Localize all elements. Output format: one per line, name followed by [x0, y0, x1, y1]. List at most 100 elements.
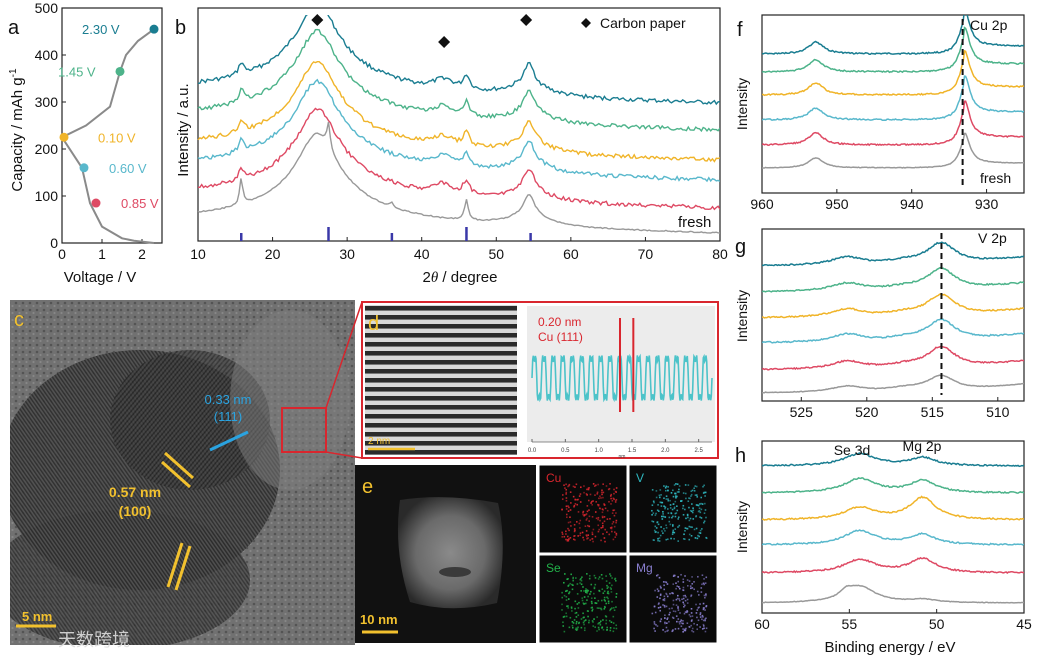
- eds-dot: [675, 512, 678, 514]
- eds-dot: [572, 538, 575, 541]
- eds-dot: [585, 530, 588, 532]
- eds-dot: [565, 533, 567, 535]
- eds-dot: [600, 608, 603, 611]
- panel-g-axes: 525 520 515 510: [761, 228, 1025, 420]
- eds-dot: [567, 527, 569, 530]
- profile-tick-label: 1.5: [628, 448, 637, 454]
- eds-dot: [689, 587, 692, 590]
- eds-dot: [615, 521, 617, 524]
- eds-dot: [597, 516, 600, 519]
- eds-dot: [602, 483, 604, 485]
- eds-dot: [662, 599, 665, 601]
- xps-series: [762, 132, 1024, 169]
- eds-dot: [663, 595, 666, 598]
- eds-dot: [653, 605, 656, 608]
- eds-dot: [613, 509, 616, 511]
- eds-dot: [702, 623, 705, 626]
- eds-dot: [686, 622, 689, 625]
- eds-dot: [674, 492, 676, 495]
- eds-dot: [575, 629, 578, 631]
- eds-dot: [589, 574, 591, 577]
- discharge-curve: [61, 136, 155, 244]
- eds-dot: [661, 530, 663, 532]
- eds-dot: [696, 623, 699, 626]
- eds-dot: [615, 606, 617, 608]
- panel-d: d 2 nm 0.0 0.5 1.0 1.5 2.0 2.5 nm 0.20 nm Cu (…: [361, 301, 719, 460]
- eds-map-cu: [538, 464, 628, 554]
- eds-dot: [561, 531, 563, 534]
- eds-dot: [581, 599, 584, 602]
- eds-dot: [659, 620, 662, 623]
- eds-dot: [583, 623, 585, 626]
- eds-dot: [589, 493, 592, 496]
- eds-dot: [670, 537, 672, 540]
- eds-dot: [562, 625, 565, 627]
- eds-dot: [613, 609, 616, 611]
- eds-dot: [659, 593, 662, 596]
- eds-dot: [585, 519, 588, 521]
- eds-dot: [663, 599, 666, 602]
- eds-dot: [674, 610, 677, 613]
- eds-dot: [568, 484, 570, 487]
- eds-dot: [601, 493, 603, 496]
- eds-dot: [576, 603, 579, 605]
- eds-dot: [613, 488, 615, 491]
- axF-tick-label: 960: [750, 196, 774, 212]
- eds-dot: [599, 620, 602, 623]
- panel-f-title: Cu 2p: [970, 17, 1008, 33]
- eds-dot: [682, 507, 684, 510]
- eds-dot: [572, 584, 574, 587]
- eds-dot: [672, 489, 674, 492]
- eds-dot: [574, 498, 577, 501]
- eds-dot: [588, 525, 591, 528]
- eds-dot: [615, 498, 618, 501]
- eds-dot: [583, 603, 585, 605]
- eds-dot: [613, 627, 615, 630]
- eds-dot: [678, 621, 681, 623]
- eds-dot: [598, 628, 600, 631]
- eds-dot: [574, 600, 577, 603]
- eds-dot: [687, 500, 690, 503]
- eds-dot: [566, 589, 568, 592]
- panel-b-fresh-label: fresh: [678, 214, 711, 231]
- eds-dot: [701, 614, 704, 617]
- eds-dot: [655, 531, 657, 533]
- eds-dot: [677, 618, 680, 620]
- voltage-label: 0.60 V: [109, 161, 147, 176]
- eds-dot: [691, 489, 694, 492]
- eds-dot: [666, 583, 669, 585]
- eds-dot: [704, 509, 707, 511]
- eds-dot: [602, 533, 604, 535]
- eds-dot: [602, 524, 604, 527]
- eds-dot: [565, 483, 567, 486]
- eds-dot: [592, 621, 594, 623]
- eds-dot: [698, 606, 700, 609]
- marker-100-a1: [164, 451, 194, 480]
- eds-dot: [565, 513, 568, 516]
- eds-dot: [568, 506, 570, 509]
- eds-dot: [675, 496, 677, 499]
- eds-dot: [591, 531, 594, 534]
- eds-dot: [658, 494, 661, 497]
- eds-dot: [574, 529, 576, 532]
- eds-dot: [688, 613, 691, 616]
- panel-a-ytick-label: 200: [35, 141, 59, 157]
- xps-series: [762, 476, 1024, 494]
- eds-dot: [567, 607, 570, 609]
- eds-dot: [612, 497, 615, 500]
- eds-dot: [701, 503, 704, 505]
- eds-dot: [573, 523, 576, 526]
- panel-b-xtick-label: 60: [563, 246, 579, 262]
- eds-dot: [563, 594, 566, 597]
- eds-dot: [596, 607, 599, 609]
- eds-dot: [693, 487, 695, 490]
- eds-dot: [699, 613, 702, 616]
- eds-dot: [610, 497, 612, 500]
- panel-label-b: b: [175, 17, 186, 39]
- eds-dot: [568, 584, 570, 586]
- eds-dot: [678, 488, 680, 491]
- eds-dot: [697, 575, 699, 578]
- eds-dot: [678, 599, 681, 602]
- tem-image: [10, 300, 355, 645]
- eds-dot: [607, 488, 610, 491]
